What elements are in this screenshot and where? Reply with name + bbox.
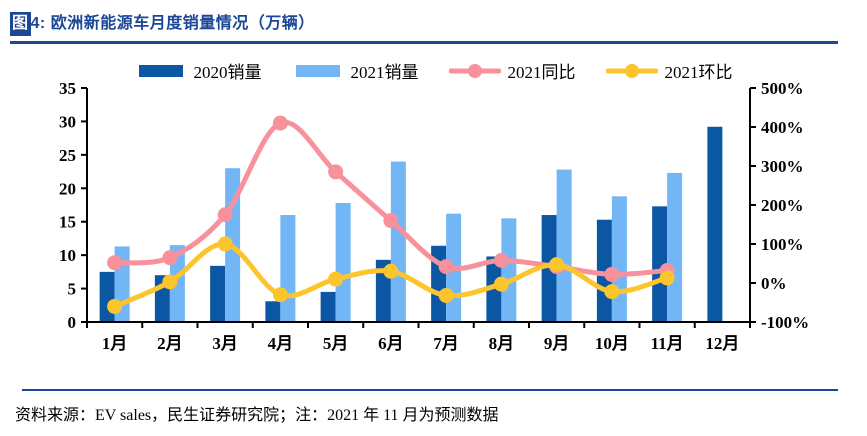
axis-tick-label: 12月 bbox=[705, 334, 739, 353]
axis-tick-label: 5 bbox=[68, 280, 77, 299]
legend-item-2021销量: 2021销量 bbox=[292, 58, 419, 83]
data-point-marker bbox=[107, 298, 123, 314]
axis-tick-label: 6月 bbox=[378, 334, 404, 353]
data-point-marker bbox=[162, 274, 178, 290]
bar bbox=[169, 245, 185, 322]
data-point-marker bbox=[162, 250, 178, 266]
bar bbox=[320, 291, 336, 322]
bar bbox=[390, 161, 406, 322]
bar bbox=[501, 218, 517, 322]
legend-label: 2021环比 bbox=[664, 63, 733, 82]
bar bbox=[280, 215, 296, 322]
axis-tick-label: 11月 bbox=[651, 334, 684, 353]
data-point-marker bbox=[604, 266, 620, 282]
axis-tick-label: 1月 bbox=[102, 334, 128, 353]
axis-tick-label: 500% bbox=[761, 80, 804, 98]
figure-title: 图 4: 欧洲新能源车月度销量情况（万辆） bbox=[10, 12, 838, 36]
data-point-marker bbox=[383, 213, 399, 229]
axis-tick-label: 30 bbox=[59, 112, 76, 131]
legend-label: 2021销量 bbox=[350, 63, 419, 82]
figure-title-text: 4: 欧洲新能源车月度销量情况（万辆） bbox=[30, 15, 315, 32]
data-point-marker bbox=[328, 271, 344, 287]
axis-tick-label: 10月 bbox=[595, 334, 629, 353]
legend-item-2021同比: 2021同比 bbox=[448, 58, 576, 83]
bar bbox=[667, 172, 683, 322]
legend-line-swatch bbox=[605, 63, 658, 78]
legend-item-2020销量: 2020销量 bbox=[135, 58, 262, 83]
legend-item-2021环比: 2021环比 bbox=[605, 58, 733, 83]
axis-tick-label: 9月 bbox=[544, 334, 570, 353]
axes bbox=[81, 87, 756, 328]
axis-tick-label: 100% bbox=[761, 235, 804, 254]
legend-bar-swatch bbox=[295, 64, 340, 77]
data-point-marker bbox=[272, 115, 288, 131]
title-divider bbox=[10, 41, 838, 44]
legend-label: 2021同比 bbox=[507, 63, 576, 82]
bar bbox=[707, 126, 723, 322]
footer-divider bbox=[22, 389, 838, 391]
data-point-marker bbox=[383, 263, 399, 279]
axis-tick-label: 2月 bbox=[157, 334, 183, 353]
figure-number-chip: 图 bbox=[10, 12, 31, 36]
bar bbox=[652, 206, 668, 322]
data-point-marker bbox=[604, 284, 620, 300]
data-point-marker bbox=[272, 287, 288, 303]
bar bbox=[335, 202, 351, 322]
axis-tick-label: 400% bbox=[761, 118, 804, 137]
bar bbox=[486, 256, 502, 322]
data-point-marker bbox=[493, 252, 509, 268]
axis-tick-label: 10 bbox=[59, 246, 76, 265]
line-series-2021环比 bbox=[107, 236, 675, 314]
bar bbox=[210, 265, 226, 322]
axis-tick-label: -100% bbox=[761, 313, 809, 332]
axis-tick-label: 7月 bbox=[433, 334, 459, 353]
data-point-marker bbox=[659, 270, 675, 286]
axis-tick-label: 15 bbox=[59, 213, 76, 232]
data-point-marker bbox=[107, 255, 123, 271]
legend-label: 2020销量 bbox=[193, 63, 262, 82]
bar bbox=[556, 169, 572, 322]
axis-tick-label: 0 bbox=[68, 313, 77, 332]
bar bbox=[265, 301, 281, 322]
bar bbox=[99, 271, 115, 322]
axis-tick-label: 5月 bbox=[323, 334, 349, 353]
bar bbox=[541, 215, 557, 322]
data-point-marker bbox=[438, 287, 454, 303]
axis-tick-label: 300% bbox=[761, 157, 804, 176]
axis-tick-label: 4月 bbox=[268, 334, 294, 353]
figure-header: 图 4: 欧洲新能源车月度销量情况（万辆） bbox=[10, 12, 838, 44]
sales-combo-chart: 0 5 10 15 20 25 30 35 -100% 0% 100% 200% 300% 400% 500… bbox=[59, 80, 809, 353]
data-point-marker bbox=[217, 236, 233, 252]
data-point-marker bbox=[438, 259, 454, 275]
source-note: 资料来源：EV sales，民生证券研究院；注：2021 年 11 月为预测数据 bbox=[15, 407, 499, 424]
axis-tick-label: 35 bbox=[59, 80, 76, 98]
legend-bar-swatch bbox=[138, 64, 183, 77]
axis-tick-label: 0% bbox=[761, 274, 787, 293]
data-point-marker bbox=[493, 276, 509, 292]
axis-tick-label: 3月 bbox=[212, 334, 238, 353]
data-point-marker bbox=[217, 207, 233, 223]
data-point-marker bbox=[549, 257, 565, 273]
axis-tick-label: 8月 bbox=[489, 334, 515, 353]
chart-legend: 2020销量 2021销量 2021同比 2021环比 bbox=[0, 58, 867, 83]
axis-labels: 0 5 10 15 20 25 30 35 -100% 0% 100% 200% 300% 400% 500… bbox=[59, 80, 809, 353]
legend-line-swatch bbox=[448, 63, 501, 78]
axis-tick-label: 25 bbox=[59, 146, 76, 165]
axis-tick-label: 200% bbox=[761, 196, 804, 215]
bar bbox=[611, 196, 627, 322]
data-point-marker bbox=[328, 164, 344, 180]
axis-tick-label: 20 bbox=[59, 179, 76, 198]
